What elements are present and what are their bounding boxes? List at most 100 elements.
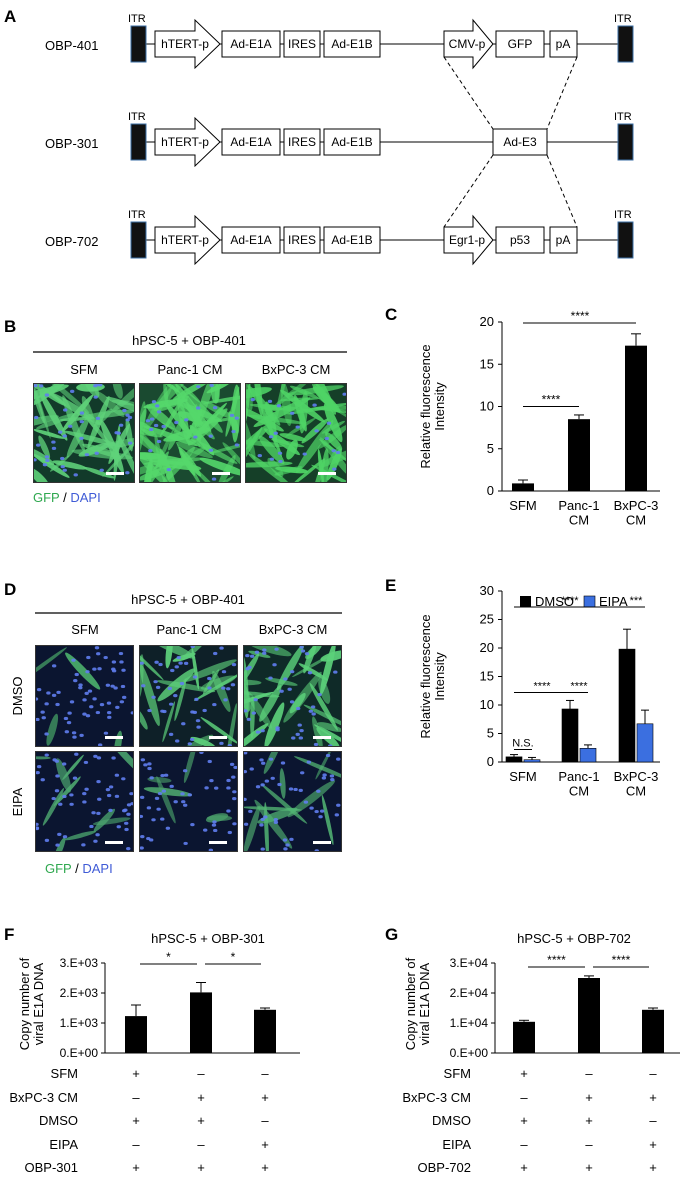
nucleus	[56, 690, 61, 695]
cell-body	[162, 701, 176, 743]
cell-body	[200, 400, 234, 419]
bar	[125, 1016, 147, 1053]
nucleus	[81, 843, 86, 847]
nucleus	[226, 809, 231, 813]
nucleus	[253, 698, 258, 702]
micrograph-b-bxpc3	[245, 383, 347, 483]
legend-label-dmso: DMSO	[535, 594, 574, 609]
nucleus	[62, 794, 67, 799]
cell-body	[187, 408, 228, 446]
cell-body	[244, 653, 260, 687]
nucleus	[72, 776, 78, 780]
nucleus	[291, 736, 296, 740]
nucleus	[55, 774, 60, 778]
nucleus	[324, 436, 330, 441]
condition-label: BxPC-3 CM	[402, 1090, 471, 1105]
element-label: Ad-E1B	[331, 233, 372, 247]
nucleus	[300, 771, 305, 775]
cell-body	[263, 752, 283, 774]
construct-name-obp401: OBP-401	[45, 38, 98, 53]
cell-body	[156, 680, 216, 693]
cell-body	[325, 432, 343, 451]
itr-label: ITR	[614, 111, 632, 123]
nucleus	[219, 646, 224, 650]
promoter-arrow	[443, 18, 494, 70]
nucleus	[140, 846, 144, 850]
condition-mark: +	[197, 1090, 205, 1105]
condition-mark: –	[197, 1066, 205, 1081]
nucleus	[72, 735, 77, 739]
legend-sep: /	[72, 861, 83, 876]
cell-body	[143, 398, 188, 409]
nucleus	[306, 760, 312, 764]
nucleus	[51, 446, 57, 450]
y-axis-label: Copy number ofviral E1A DNA	[403, 957, 432, 1050]
nucleus	[168, 732, 174, 736]
panel-b-header: hPSC-5 + OBP-401	[132, 333, 246, 348]
cell-body	[327, 445, 341, 465]
nucleus	[96, 652, 101, 656]
condition-label: EIPA	[49, 1137, 78, 1152]
y-tick-label: 2.E+03	[60, 986, 99, 1000]
nucleus	[176, 655, 181, 660]
nucleus	[183, 841, 188, 846]
nucleus	[97, 667, 102, 671]
element-label: pA	[556, 233, 571, 247]
nucleus	[79, 436, 84, 440]
nucleus	[160, 773, 165, 778]
nucleus	[54, 759, 60, 763]
nucleus	[154, 796, 160, 800]
panel-label-c: C	[385, 305, 397, 324]
x-tick-label: Panc-1 CM	[558, 769, 599, 798]
nucleus	[219, 741, 224, 745]
nucleus	[209, 779, 214, 783]
column-label: Panc-1 CM	[157, 362, 222, 377]
nucleus	[167, 686, 173, 691]
nucleus	[288, 787, 294, 791]
nucleus	[207, 686, 212, 690]
scale-bar	[209, 841, 227, 844]
cell-body	[257, 807, 298, 824]
element-box	[221, 226, 281, 254]
itr-block	[617, 123, 634, 161]
nucleus	[60, 456, 65, 461]
nucleus	[68, 424, 73, 428]
cell-body	[87, 396, 110, 449]
dashed-connector	[443, 154, 494, 228]
nucleus	[97, 743, 103, 746]
nucleus	[334, 813, 340, 817]
nucleus	[140, 814, 144, 819]
nucleus	[204, 786, 209, 790]
bar-dmso	[505, 756, 523, 763]
itr-block	[130, 221, 147, 259]
condition-mark: –	[197, 1137, 205, 1152]
cell-body	[172, 384, 213, 401]
bar	[578, 978, 600, 1053]
cell-body	[305, 646, 322, 659]
nucleus	[250, 398, 255, 402]
sig-label: ****	[533, 680, 551, 692]
cell-body	[311, 464, 346, 482]
cell-body	[140, 664, 160, 727]
nucleus	[120, 684, 126, 689]
cell-body	[178, 734, 214, 746]
nucleus	[223, 698, 228, 702]
nucleus	[207, 759, 212, 764]
cell-body	[287, 385, 344, 396]
cell-body	[254, 799, 293, 849]
cell-body	[140, 708, 148, 730]
condition-label: SFM	[51, 1066, 78, 1081]
nucleus	[73, 679, 78, 683]
nucleus	[163, 773, 169, 777]
y-tick-label: 20	[480, 314, 494, 329]
promoter-arrow	[154, 18, 221, 70]
itr-label: ITR	[614, 209, 632, 221]
nucleus	[333, 670, 338, 674]
nucleus	[93, 754, 98, 758]
nucleus	[73, 473, 78, 477]
y-tick-label: 0	[487, 483, 494, 498]
cell-body	[246, 409, 256, 460]
nucleus	[82, 792, 87, 796]
nucleus	[270, 776, 275, 780]
condition-mark: +	[585, 1090, 593, 1105]
